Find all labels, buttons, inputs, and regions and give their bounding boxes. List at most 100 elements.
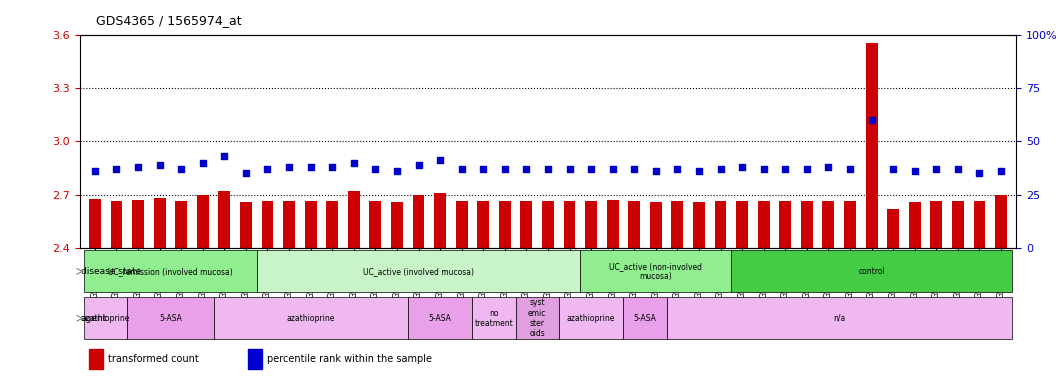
Bar (248, 349, 263, 369)
Point (259, 166, 276, 172)
Point (410, 162, 427, 168)
Text: GDS4365 / 1565974_at: GDS4365 / 1565974_at (96, 14, 242, 27)
Point (755, 166, 772, 172)
Point (993, 168, 1010, 174)
Point (432, 157, 449, 164)
Point (130, 164, 147, 170)
Bar (434, 193, 446, 248)
Bar (218, 191, 230, 248)
Bar (585, 201, 597, 248)
FancyBboxPatch shape (624, 297, 667, 339)
Bar (822, 201, 834, 248)
Bar (283, 201, 295, 248)
Bar (111, 201, 122, 248)
Point (518, 166, 535, 172)
Text: syst
emic
ster
oids: syst emic ster oids (528, 298, 546, 338)
Text: control: control (859, 267, 885, 276)
Bar (974, 201, 985, 248)
FancyBboxPatch shape (84, 250, 256, 293)
Bar (390, 202, 403, 248)
Point (884, 166, 901, 172)
Point (669, 166, 686, 172)
Text: 5-ASA: 5-ASA (429, 314, 451, 323)
Bar (564, 201, 576, 248)
Bar (758, 201, 769, 248)
Point (626, 166, 643, 172)
Bar (176, 201, 187, 248)
Text: azathioprine: azathioprine (286, 314, 335, 323)
FancyBboxPatch shape (731, 250, 1012, 293)
Point (971, 170, 988, 176)
Text: transformed count: transformed count (107, 354, 199, 364)
Bar (348, 191, 360, 248)
Point (561, 166, 578, 172)
Bar (930, 201, 943, 248)
Bar (197, 195, 209, 248)
Point (820, 164, 837, 170)
Point (86, 168, 103, 174)
Point (712, 166, 729, 172)
Point (733, 164, 750, 170)
Point (237, 170, 254, 176)
Point (281, 164, 298, 170)
FancyBboxPatch shape (256, 250, 580, 293)
Point (107, 166, 124, 172)
Point (691, 168, 708, 174)
Point (777, 166, 794, 172)
Text: disease state: disease state (81, 267, 140, 276)
Bar (89, 349, 103, 369)
FancyBboxPatch shape (472, 297, 516, 339)
Point (346, 159, 363, 166)
Point (323, 164, 340, 170)
Bar (520, 201, 532, 248)
FancyBboxPatch shape (84, 297, 128, 339)
Bar (478, 201, 489, 248)
Bar (153, 198, 166, 248)
Bar (499, 201, 511, 248)
Point (842, 166, 859, 172)
Point (604, 166, 621, 172)
Point (907, 168, 924, 174)
Bar (606, 200, 618, 248)
Bar (844, 201, 855, 248)
FancyBboxPatch shape (408, 297, 472, 339)
Point (798, 166, 815, 172)
Bar (909, 202, 920, 248)
Bar (887, 209, 899, 248)
FancyBboxPatch shape (580, 250, 731, 293)
FancyBboxPatch shape (516, 297, 559, 339)
Point (302, 164, 319, 170)
Point (151, 162, 168, 168)
Text: UC_remission (involved mucosa): UC_remission (involved mucosa) (109, 267, 233, 276)
Text: n/a: n/a (833, 314, 845, 323)
Text: 5-ASA: 5-ASA (159, 314, 182, 323)
Point (388, 168, 405, 174)
Bar (89, 199, 101, 248)
Point (195, 159, 212, 166)
Text: UC_active (involved mucosa): UC_active (involved mucosa) (363, 267, 475, 276)
Point (647, 168, 664, 174)
Text: UC_active (non-involved
mucosa): UC_active (non-involved mucosa) (610, 262, 702, 281)
Text: percentile rank within the sample: percentile rank within the sample (267, 354, 432, 364)
Text: no
treatment: no treatment (475, 309, 514, 328)
Point (539, 166, 556, 172)
Bar (327, 201, 338, 248)
Bar (413, 195, 425, 248)
FancyBboxPatch shape (214, 297, 408, 339)
Bar (304, 201, 317, 248)
Bar (629, 201, 641, 248)
Bar (455, 201, 467, 248)
Bar (369, 201, 381, 248)
Text: azathioprine: azathioprine (567, 314, 615, 323)
Bar (262, 201, 273, 248)
FancyBboxPatch shape (559, 297, 624, 339)
Point (949, 166, 966, 172)
Bar (715, 201, 727, 248)
Bar (801, 201, 813, 248)
Bar (542, 201, 554, 248)
Point (496, 166, 513, 172)
Bar (779, 201, 792, 248)
Text: 5-ASA: 5-ASA (633, 314, 656, 323)
Bar (952, 201, 964, 248)
Point (367, 166, 384, 172)
